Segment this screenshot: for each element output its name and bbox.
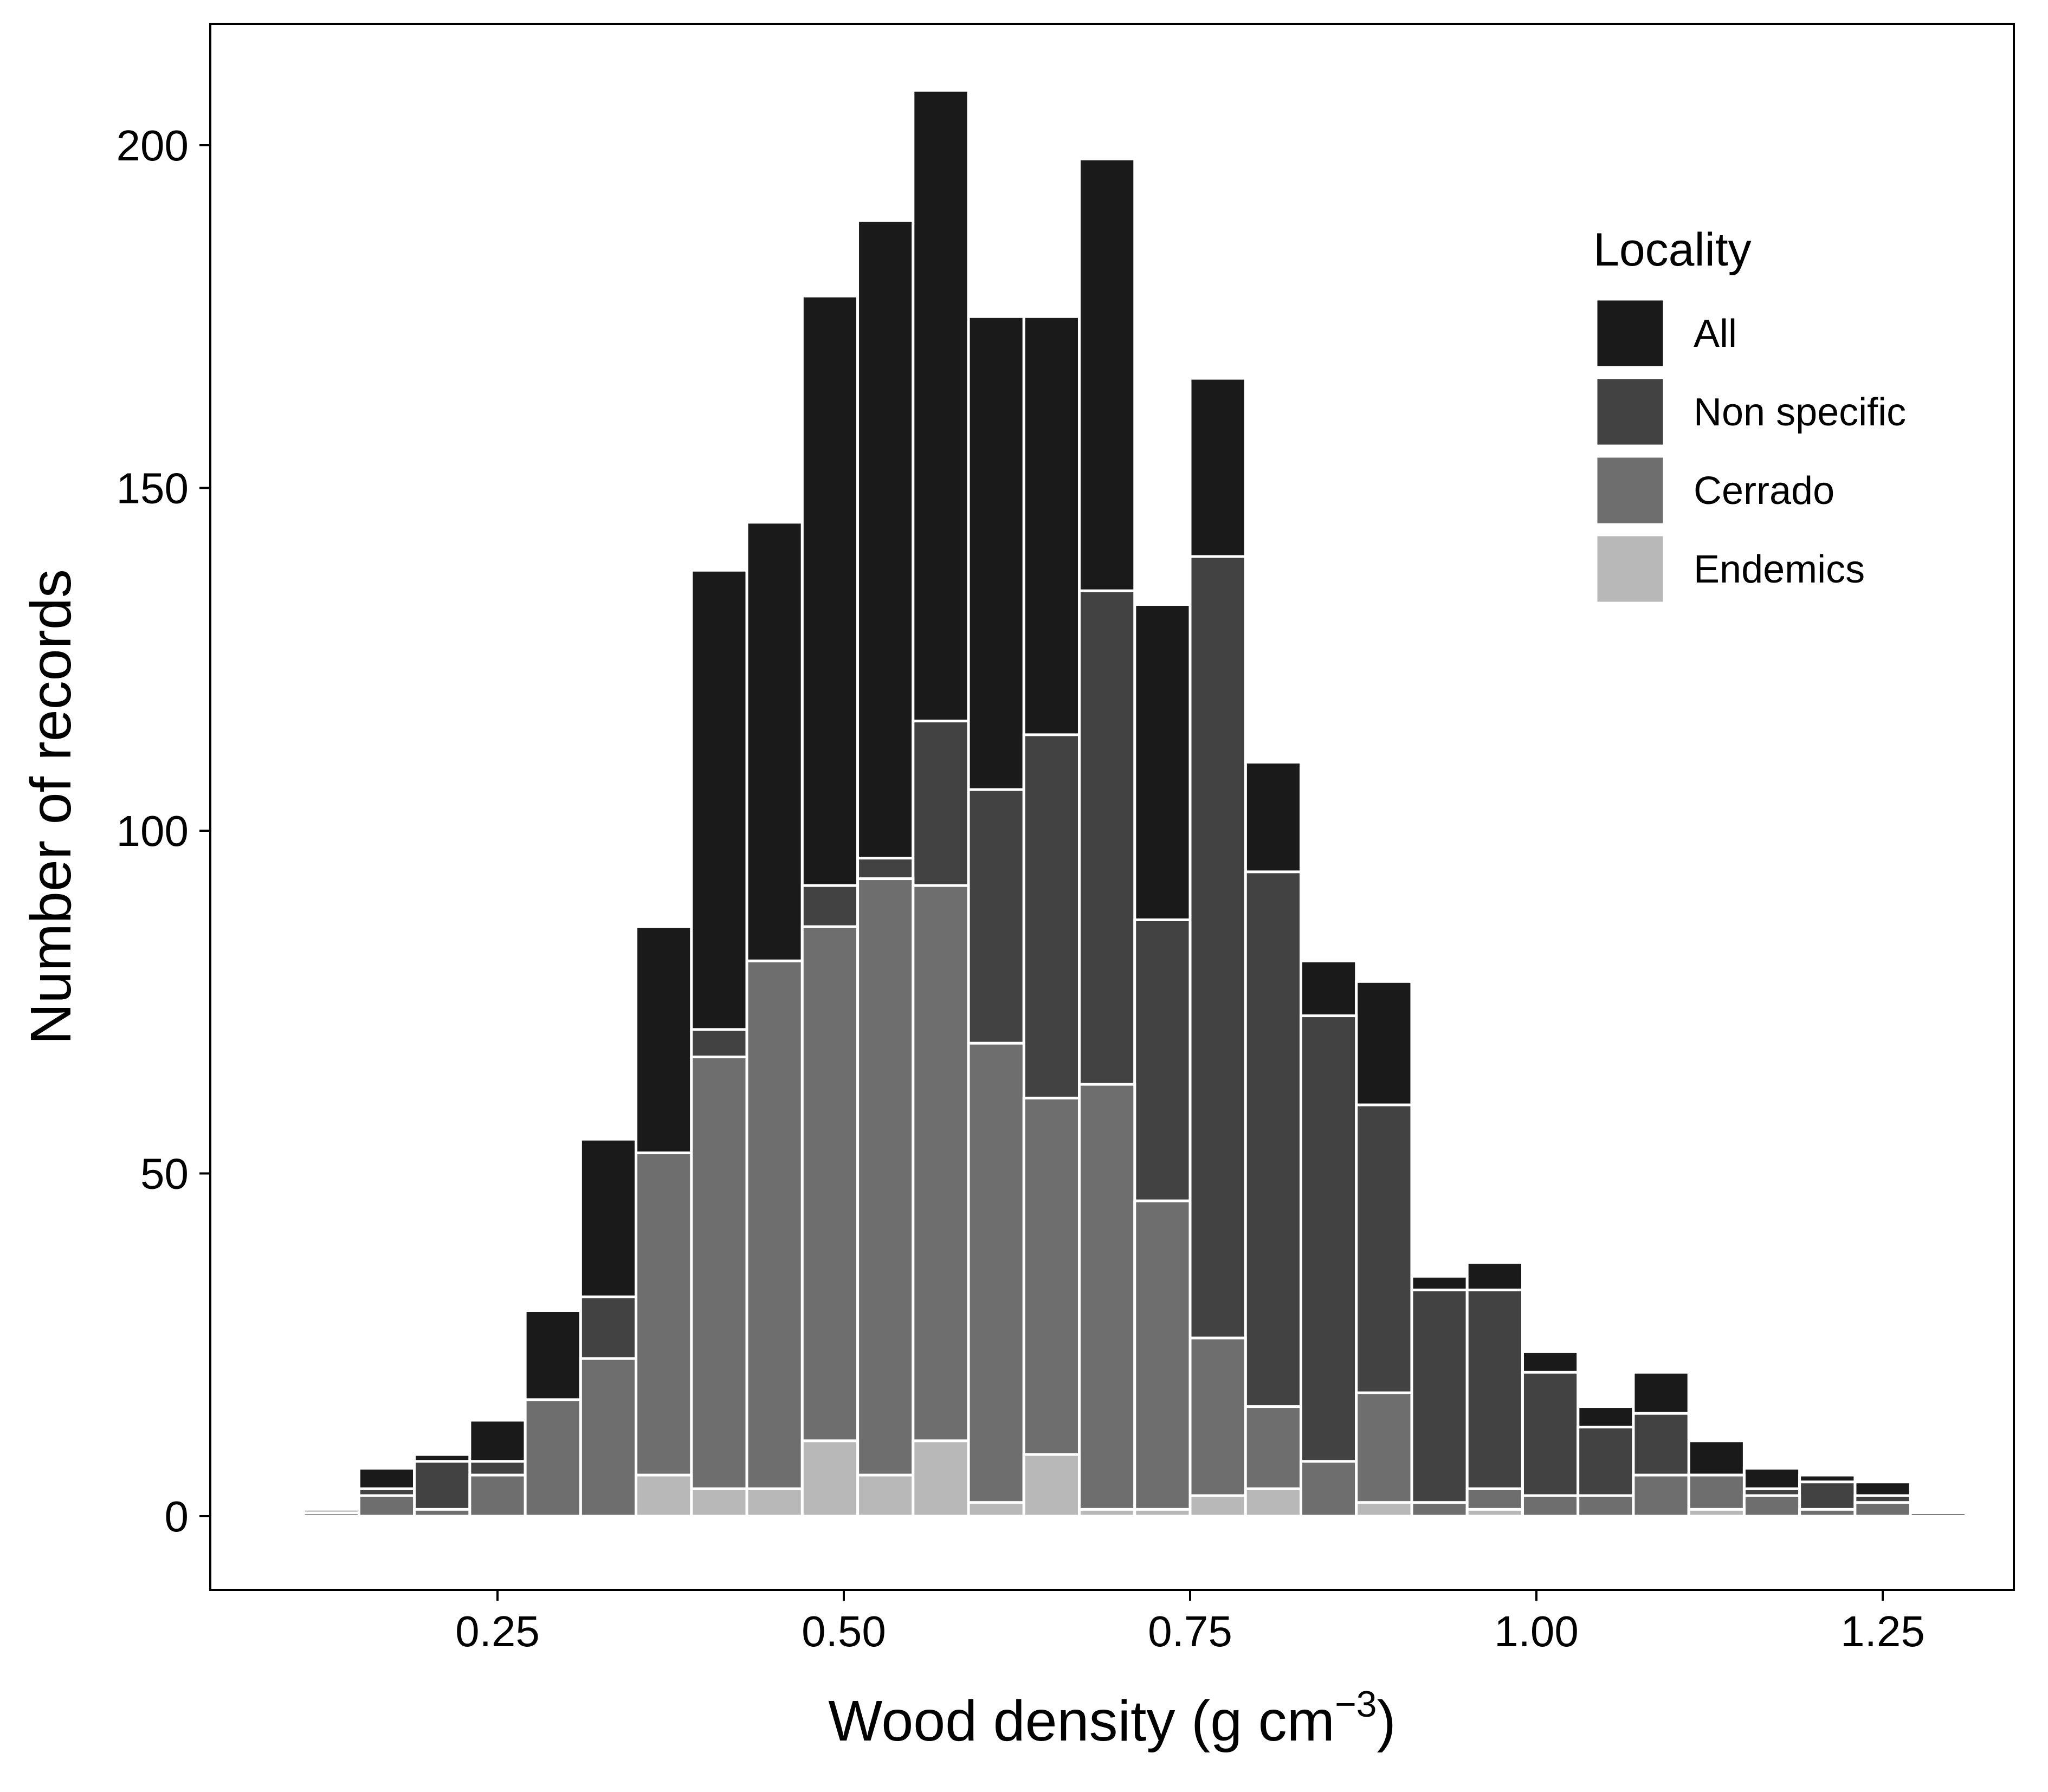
bar-endemics-13 bbox=[1022, 1453, 1081, 1518]
legend-label-endemics: Endemics bbox=[1694, 548, 1865, 591]
y-axis-title: Number of records bbox=[19, 569, 83, 1045]
bar-cerrado-26 bbox=[1742, 1494, 1801, 1518]
bar-cerrado-6 bbox=[635, 1151, 693, 1518]
bar-non-specific-18 bbox=[1299, 1014, 1358, 1518]
bar-cerrado-23 bbox=[1577, 1494, 1635, 1518]
legend: Locality All Non specific Cerrado Endemics bbox=[1593, 224, 1906, 605]
bar-endemics-11 bbox=[912, 1439, 970, 1518]
bar-endemics-8 bbox=[745, 1487, 804, 1518]
bar-endemics-6 bbox=[635, 1473, 693, 1518]
x-tick-label: 1.25 bbox=[1840, 1607, 1925, 1655]
bar-endemics-19 bbox=[1355, 1501, 1413, 1518]
y-tick-label: 200 bbox=[117, 121, 189, 170]
legend-swatch-non-specific bbox=[1594, 376, 1666, 448]
legend-label-non-specific: Non specific bbox=[1694, 391, 1906, 434]
bar-cerrado-4 bbox=[524, 1398, 582, 1518]
bar-non-specific-21 bbox=[1465, 1289, 1524, 1518]
bar-endemics-21 bbox=[1465, 1508, 1524, 1518]
bar-cerrado-15 bbox=[1133, 1199, 1192, 1518]
plot-panel-border bbox=[209, 23, 2015, 1591]
bar-cerrado-22 bbox=[1521, 1494, 1580, 1518]
x-tick-label: 1.00 bbox=[1494, 1607, 1579, 1655]
bar-endemics-10 bbox=[856, 1473, 915, 1518]
bar-cerrado-19 bbox=[1355, 1391, 1413, 1518]
x-axis-title: Wood density (g cm−3) bbox=[828, 1684, 1396, 1753]
legend-label-cerrado: Cerrado bbox=[1694, 469, 1834, 513]
bar-cerrado-24 bbox=[1632, 1473, 1690, 1518]
bar-cerrado-5 bbox=[579, 1357, 638, 1518]
bar-non-specific-29 bbox=[1909, 1511, 1967, 1518]
bar-endemics-14 bbox=[1078, 1508, 1136, 1518]
bar-endemics-16 bbox=[1188, 1494, 1247, 1518]
bar-cerrado-20 bbox=[1410, 1501, 1469, 1518]
bar-non-specific-2 bbox=[413, 1460, 471, 1518]
y-tick-label: 150 bbox=[117, 464, 189, 513]
bar-cerrado-18 bbox=[1299, 1460, 1358, 1518]
x-tick-label: 0.50 bbox=[802, 1607, 886, 1655]
bar-cerrado-9 bbox=[800, 925, 860, 1518]
bar-cerrado-16 bbox=[1188, 1336, 1247, 1518]
x-tick-label: 0.25 bbox=[455, 1607, 540, 1655]
bar-cerrado-27 bbox=[1798, 1508, 1857, 1518]
y-tick-label: 0 bbox=[165, 1492, 189, 1541]
y-axis: 0 50 100 150 200 bbox=[117, 121, 210, 1541]
y-tick-label: 50 bbox=[140, 1150, 189, 1198]
bar-cerrado-7 bbox=[690, 1055, 748, 1518]
bar-cerrado-8 bbox=[745, 959, 804, 1518]
bar-endemics-7 bbox=[690, 1487, 748, 1518]
x-tick-label: 0.75 bbox=[1148, 1607, 1232, 1655]
bar-cerrado-12 bbox=[967, 1041, 1025, 1518]
legend-title: Locality bbox=[1593, 224, 1752, 276]
bar-cerrado-2 bbox=[413, 1508, 471, 1518]
bars-layer bbox=[302, 89, 1967, 1518]
bar-cerrado-1 bbox=[357, 1494, 416, 1518]
bar-endemics-25 bbox=[1687, 1508, 1746, 1518]
y-tick-label: 100 bbox=[117, 807, 189, 855]
legend-swatch-endemics bbox=[1594, 533, 1666, 605]
x-axis: 0.25 0.50 0.75 1.00 1.25 bbox=[455, 1590, 1925, 1655]
bar-cerrado-11 bbox=[912, 884, 970, 1518]
legend-swatch-cerrado bbox=[1594, 455, 1666, 526]
bar-endemics-12 bbox=[967, 1501, 1025, 1518]
legend-swatch-all bbox=[1594, 297, 1666, 369]
bar-cerrado-0 bbox=[302, 1511, 360, 1518]
bar-cerrado-10 bbox=[856, 877, 915, 1518]
bar-endemics-15 bbox=[1133, 1508, 1192, 1518]
bar-cerrado-28 bbox=[1853, 1501, 1912, 1518]
bar-endemics-17 bbox=[1244, 1487, 1302, 1518]
bar-cerrado-3 bbox=[468, 1473, 527, 1518]
bar-endemics-9 bbox=[800, 1439, 860, 1518]
bar-non-specific-20 bbox=[1410, 1289, 1469, 1518]
bar-cerrado-14 bbox=[1078, 1083, 1136, 1518]
legend-label-all: All bbox=[1694, 312, 1737, 355]
